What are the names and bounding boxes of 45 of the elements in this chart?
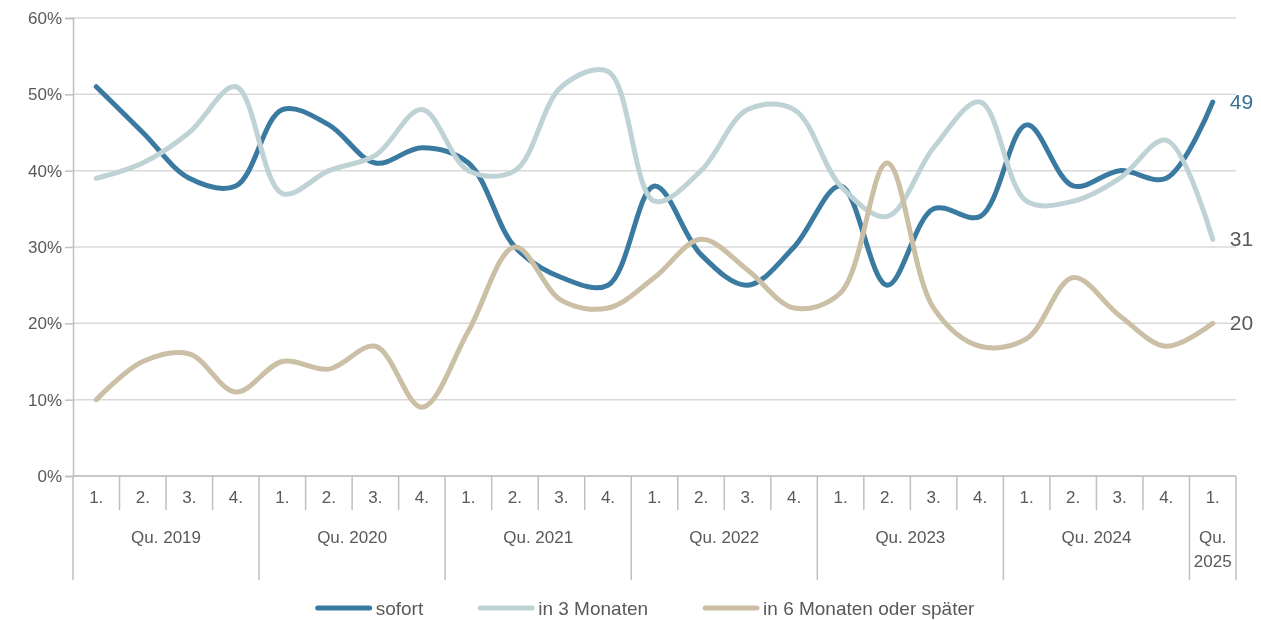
x-tick-label: 2. bbox=[1066, 488, 1081, 507]
y-tick-label: 60% bbox=[27, 8, 62, 28]
x-tick-label: 3. bbox=[1112, 488, 1127, 507]
x-tick-label: 3. bbox=[554, 488, 569, 507]
y-tick-label: 0% bbox=[37, 466, 62, 486]
x-tick-label: 4. bbox=[414, 488, 429, 507]
x-tick-label: 1. bbox=[461, 488, 476, 507]
x-tick-label: 2. bbox=[880, 488, 895, 507]
x-tick-label: 3. bbox=[182, 488, 197, 507]
text: Qu. 2021 bbox=[503, 528, 574, 547]
x-tick-label: 4. bbox=[973, 488, 988, 507]
y-tick-label: 30% bbox=[27, 237, 62, 257]
legend-label: in 3 Monaten bbox=[538, 598, 649, 619]
x-tick-label: 2. bbox=[135, 488, 150, 507]
x-tick-label: 3. bbox=[926, 488, 941, 507]
x-tick-label: 4. bbox=[1159, 488, 1174, 507]
x-tick-label: 1. bbox=[647, 488, 662, 507]
x-tick-label: 1. bbox=[1019, 488, 1034, 507]
legend-label: sofort bbox=[375, 598, 424, 619]
x-tick-label: 4. bbox=[228, 488, 243, 507]
x-tick-label: 2. bbox=[693, 488, 709, 507]
text: Qu. 2025 bbox=[1193, 528, 1232, 571]
text: Qu. 2019 bbox=[131, 528, 202, 547]
data-label: 31 bbox=[1229, 227, 1254, 251]
x-tick-label: 1. bbox=[275, 488, 290, 507]
y-tick-label: 50% bbox=[27, 85, 62, 105]
x-tick-label: 1. bbox=[89, 488, 104, 507]
x-tick-label: 2. bbox=[321, 488, 336, 507]
text: Qu. 2022 bbox=[689, 528, 760, 547]
text: Qu. 2020 bbox=[317, 528, 388, 547]
x-tick-label: 1. bbox=[1205, 488, 1220, 507]
x-tick-label: 1. bbox=[833, 488, 848, 507]
x-tick-label: 2. bbox=[507, 488, 523, 507]
data-label: 20 bbox=[1229, 311, 1254, 335]
x-tick-label: 4. bbox=[786, 488, 802, 507]
x-tick-label: 3. bbox=[368, 488, 383, 507]
y-tick-label: 10% bbox=[27, 390, 62, 410]
x-tick-label: 4. bbox=[600, 488, 616, 507]
text: Qu. 2023 bbox=[875, 528, 946, 547]
x-tick-label: 3. bbox=[740, 488, 755, 507]
text: Qu. 2024 bbox=[1061, 528, 1132, 547]
y-tick-label: 40% bbox=[27, 161, 62, 181]
data-label: 49 bbox=[1229, 89, 1254, 113]
legend-label: in 6 Monaten oder später bbox=[763, 598, 975, 619]
y-tick-label: 20% bbox=[27, 314, 62, 334]
